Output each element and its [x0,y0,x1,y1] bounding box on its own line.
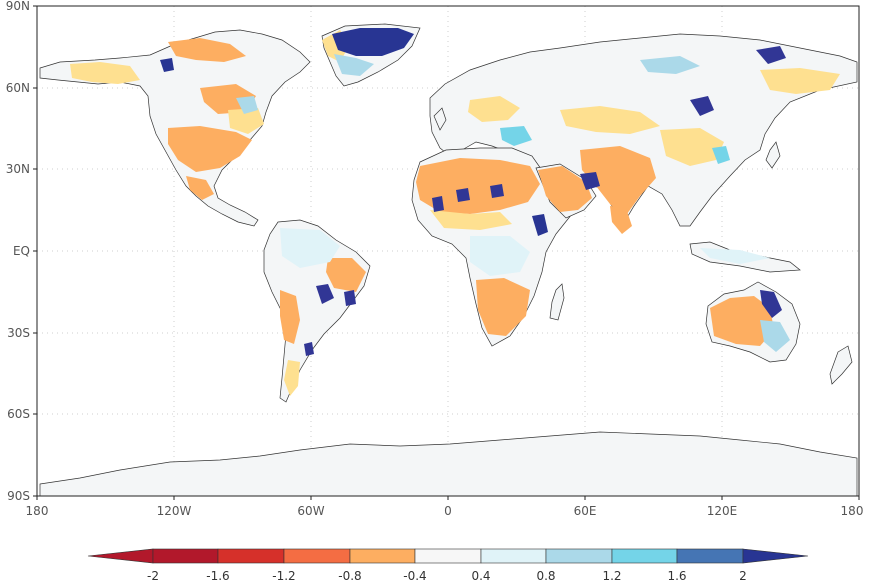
patch-usa [168,126,252,172]
colorbar-max-arrow [742,548,809,564]
patch-brazil-east [326,258,366,292]
colorbar-min-arrow [87,548,154,564]
colorbar-segment [676,548,744,564]
patch-sahel-yellow [430,210,512,230]
lon-tick-labels: 180 120W 60W 0 60E 120E 180 [26,504,864,518]
patch-arabia-strong [580,172,600,190]
patch-argentina-strong [304,342,314,356]
patch-australia-east-strong [760,290,782,318]
colorbar-segment [152,548,219,564]
patch-canada-arctic [168,38,246,62]
patch-china [660,128,724,166]
lon-tick-label: 120E [707,504,738,518]
lat-tick-label: 30N [6,162,30,176]
lon-tick-label: 180 [841,504,864,518]
colorbar-segment [480,548,547,564]
patch-central-asia [560,106,660,134]
patch-china-blue [712,146,730,164]
lat-tick-label: 90N [6,0,30,13]
patch-brazil-south-strong [344,290,356,306]
negative-anomaly-patches [70,30,840,396]
patch-mexico [186,176,214,200]
patch-greenland-strong [332,28,414,56]
colorbar-label: 0.4 [471,569,490,581]
colorbar-segment [217,548,285,564]
colorbar-label: -0.4 [403,569,426,581]
colorbar-segment [414,548,482,564]
patch-sahara-strong-2 [490,184,504,198]
lat-tick-label: EQ [13,244,30,258]
patch-australia [710,296,774,346]
lat-tick-label: 60S [7,407,30,421]
patch-central-africa-light [470,236,530,276]
colorbar-label: 0.8 [536,569,555,581]
patch-siberia-strong [756,46,786,64]
colorbar-label: -1.6 [206,569,229,581]
lon-tick-label: 60W [297,504,324,518]
colorbar-segment [611,548,678,564]
patch-siberia [760,68,840,94]
colorbar-label: -0.8 [338,569,361,581]
colorbar-label: 2 [739,569,747,581]
colorbar-segment [349,548,416,564]
lat-tick-label: 30S [7,326,30,340]
patch-india-south [610,206,632,234]
positive-anomaly-patches [160,28,790,356]
lon-tick-label: 60E [574,504,597,518]
colorbar-label: -2 [147,569,159,581]
patch-south-america-west [280,290,300,344]
patch-patagonia [284,360,300,396]
lat-tick-label: 60N [6,81,30,95]
patch-southern-africa [476,278,530,336]
patch-indonesia-light [700,248,770,264]
patch-canada-blue [236,96,258,114]
colorbar-label: -1.2 [272,569,295,581]
colorbar [87,548,809,564]
patch-bolivia-strong [316,284,334,304]
colorbar-labels: -2 -1.6 -1.2 -0.8 -0.4 0.4 0.8 1.2 1.6 2 [147,569,747,581]
patch-middle-east-blue [500,126,532,146]
patch-usa-yellow [228,108,264,134]
colorbar-segment [545,548,613,564]
patch-west-africa-strong [432,196,444,212]
patch-sahara [416,158,540,214]
patch-europe [468,96,520,122]
lon-tick-label: 180 [26,504,49,518]
patch-amazon-blue [280,228,340,268]
colorbar-segment [283,548,351,564]
japan-land [765,141,781,169]
patch-central-asia-strong [690,96,714,116]
patch-siberia-light [640,56,700,74]
british-isles-land [433,107,447,131]
tick-marks [33,5,860,500]
patch-sahara-strong-1 [456,188,470,202]
lon-tick-label: 120W [157,504,192,518]
colorbar-label: 1.2 [602,569,621,581]
new-zealand-land [829,345,853,385]
madagascar-land [549,283,565,321]
patch-iran-india [580,146,656,218]
lat-tick-label: 90S [7,489,30,503]
lon-tick-label: 0 [444,504,452,518]
lat-tick-labels: 90N 60N 30N EQ 30S 60S 90S [6,0,30,503]
patch-alaska-strong [160,58,174,72]
patch-australia-light [760,320,790,352]
patch-greenland-light [334,54,374,76]
colorbar-label: 1.6 [667,569,686,581]
patch-alaska [70,62,140,84]
antarctica-land [39,431,858,497]
patch-arabia [538,166,592,212]
patch-east-africa-strong [532,214,548,236]
